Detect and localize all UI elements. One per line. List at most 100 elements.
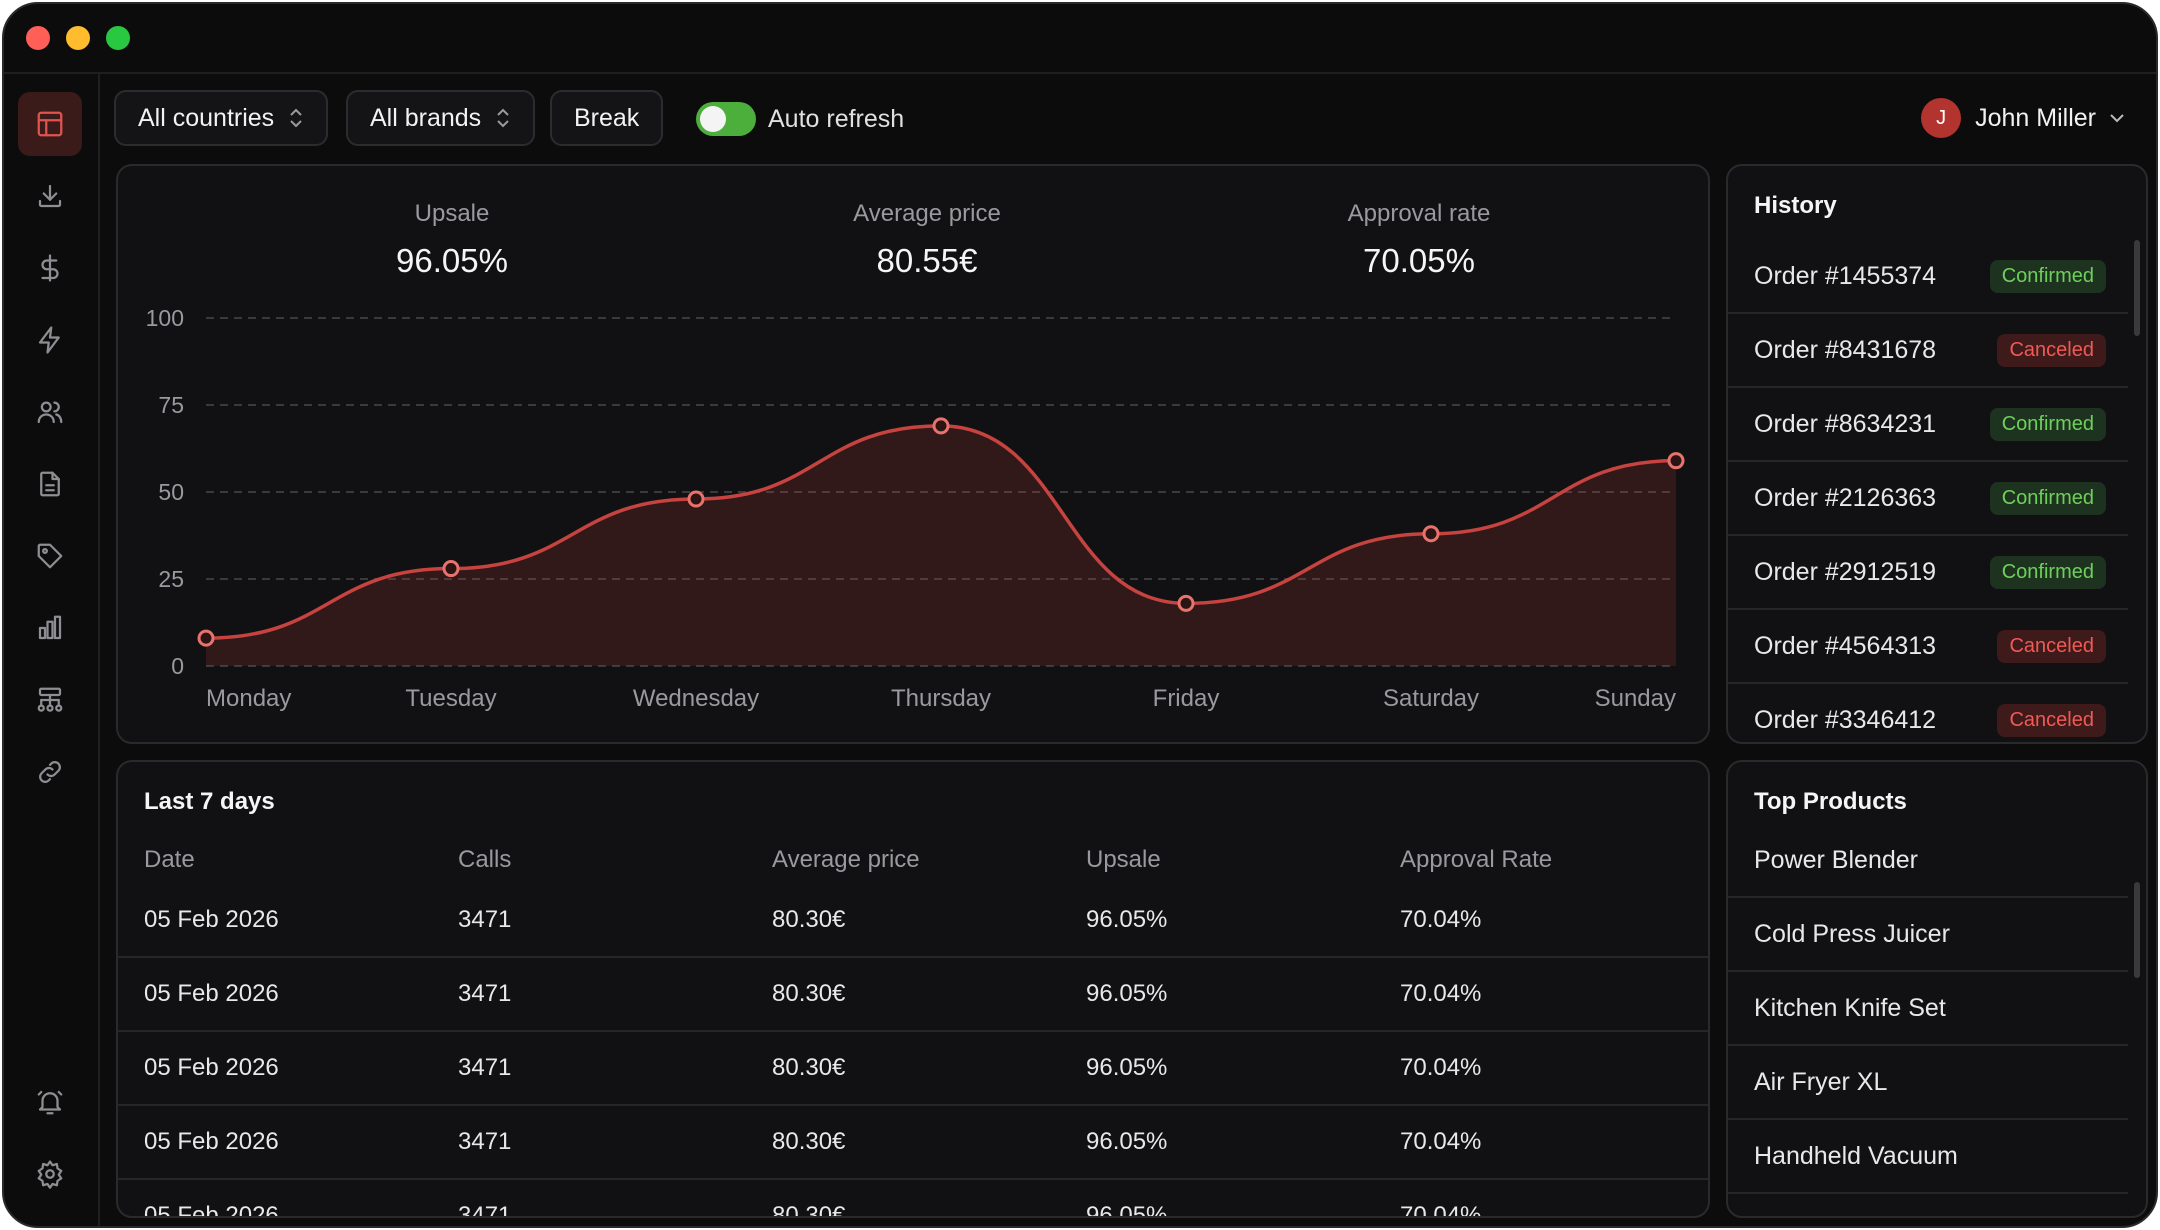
table-cell: 70.04% (1400, 1054, 1482, 1081)
table-cell: 70.04% (1400, 1202, 1482, 1218)
top-products-card: Top Products Power Blender Cold Press Jui… (1726, 760, 2148, 1218)
status-badge: Confirmed (1989, 481, 2106, 515)
break-button-label: Break (574, 103, 640, 132)
overview-chart-card: Upsale 96.05% Average price 80.55€ Appro… (116, 164, 1710, 744)
series-area (206, 425, 1676, 666)
top-products-title: Top Products (1754, 788, 1907, 815)
metric-average-price: Average price 80.55€ (777, 200, 1077, 280)
x-tick-label: Tuesday (405, 685, 496, 712)
history-row[interactable]: Order #2126363 Confirmed (1728, 462, 2128, 536)
history-scrollbar[interactable] (2134, 240, 2140, 336)
table-cell: 80.30€ (772, 980, 846, 1007)
history-row[interactable]: Order #3346412 Canceled (1728, 684, 2128, 742)
y-tick-label: 75 (158, 392, 184, 418)
bell-icon (37, 1090, 63, 1115)
table-cell: 3471 (458, 1202, 512, 1218)
countries-select[interactable]: All countries (114, 90, 329, 146)
nav-billing[interactable] (18, 236, 82, 300)
nav-links[interactable] (18, 740, 82, 804)
data-point[interactable] (197, 629, 215, 647)
dollar-icon (41, 254, 59, 282)
history-row[interactable]: Order #8431678 Canceled (1728, 314, 2128, 388)
table-row[interactable]: 05 Feb 2026 3471 80.30€ 96.05% 70.04% (118, 884, 1708, 958)
data-point[interactable] (1177, 594, 1195, 612)
nav-reports[interactable] (18, 596, 82, 660)
history-row[interactable]: Order #2912519 Confirmed (1728, 536, 2128, 610)
history-row[interactable]: Order #8634231 Confirmed (1728, 388, 2128, 462)
user-name: John Miller (1975, 103, 2096, 132)
data-point[interactable] (1667, 452, 1685, 470)
y-tick-label: 25 (158, 566, 184, 592)
break-button[interactable]: Break (550, 90, 664, 146)
nav-actions[interactable] (18, 308, 82, 372)
title-bar (4, 4, 2156, 74)
metric-label: Upsale (414, 200, 490, 227)
status-badge: Confirmed (1989, 259, 2106, 293)
nav-tags[interactable] (18, 524, 82, 588)
status-badge: Canceled (1997, 333, 2106, 367)
product-item[interactable]: Air Fryer XL (1728, 1046, 2128, 1120)
table-row[interactable]: 05 Feb 2026 3471 80.30€ 96.05% 70.04% (118, 1106, 1708, 1180)
product-item[interactable]: Power Blender (1728, 824, 2128, 898)
x-tick-label: Friday (1153, 685, 1220, 712)
x-tick-label: Monday (206, 685, 291, 712)
toggle-knob (700, 106, 726, 132)
order-id: Order #4564313 (1754, 631, 1937, 660)
user-menu[interactable]: J John Miller (1921, 98, 2126, 138)
order-id: Order #1455374 (1754, 261, 1937, 290)
x-tick-label: Saturday (1383, 685, 1479, 712)
tag-icon (37, 543, 63, 569)
nav-notifications[interactable] (18, 1070, 82, 1134)
metric-upsale: Upsale 96.05% (302, 200, 602, 280)
data-point[interactable] (442, 560, 460, 578)
brands-select[interactable]: All brands (346, 90, 536, 146)
chevron-down-icon (2108, 109, 2126, 127)
nav-downloads[interactable] (18, 164, 82, 228)
nav-documents[interactable] (18, 452, 82, 516)
minimize-window-button[interactable] (66, 26, 90, 50)
table-row[interactable]: 05 Feb 2026 3471 80.30€ 96.05% 70.04% (118, 1180, 1708, 1218)
metric-label: Approval rate (1347, 200, 1491, 227)
table-row[interactable]: 05 Feb 2026 3471 80.30€ 96.05% 70.04% (118, 1032, 1708, 1106)
products-scrollbar[interactable] (2134, 882, 2140, 978)
table-cell: 70.04% (1400, 906, 1482, 933)
product-item[interactable]: Cold Press Juicer (1728, 898, 2128, 972)
data-point[interactable] (687, 490, 705, 508)
zoom-window-button[interactable] (106, 26, 130, 50)
product-item[interactable]: Kitchen Knife Set (1728, 972, 2128, 1046)
auto-refresh-toggle[interactable] (696, 102, 756, 136)
history-row[interactable]: Order #4564313 Canceled (1728, 610, 2128, 684)
data-point[interactable] (932, 417, 950, 435)
order-id: Order #3346412 (1754, 705, 1937, 734)
download-icon (38, 184, 62, 208)
column-header[interactable]: Upsale (1086, 846, 1161, 873)
column-header[interactable]: Calls (458, 846, 512, 873)
y-tick-label: 50 (158, 479, 184, 505)
users-icon (37, 401, 63, 424)
sitemap-icon (37, 687, 63, 712)
auto-refresh-label: Auto refresh (768, 105, 905, 133)
nav-settings[interactable] (18, 1142, 82, 1206)
column-header[interactable]: Date (144, 846, 195, 873)
table-row[interactable]: 05 Feb 2026 3471 80.30€ 96.05% 70.04% (118, 958, 1708, 1032)
table-cell: 96.05% (1086, 906, 1168, 933)
history-card: History Order #1455374 Confirmed Order #84… (1726, 164, 2148, 744)
x-tick-label: Thursday (891, 685, 991, 712)
close-window-button[interactable] (26, 26, 50, 50)
metric-value: 96.05% (396, 242, 508, 279)
table-cell: 3471 (458, 906, 512, 933)
order-id: Order #2126363 (1754, 483, 1937, 512)
last-7-days-card: Last 7 days Date Calls Average price Upsale… (116, 760, 1710, 1218)
product-item[interactable]: Handheld Vacuum (1728, 1120, 2128, 1194)
nav-users[interactable] (18, 380, 82, 444)
status-badge: Confirmed (1989, 407, 2106, 441)
document-icon (40, 471, 60, 497)
table-cell: 80.30€ (772, 1202, 846, 1218)
data-point[interactable] (1422, 525, 1440, 543)
nav-structure[interactable] (18, 668, 82, 732)
column-header[interactable]: Approval Rate (1400, 846, 1553, 873)
nav-dashboard[interactable] (18, 92, 82, 156)
column-header[interactable]: Average price (772, 846, 920, 873)
history-row[interactable]: Order #1455374 Confirmed (1728, 240, 2128, 314)
